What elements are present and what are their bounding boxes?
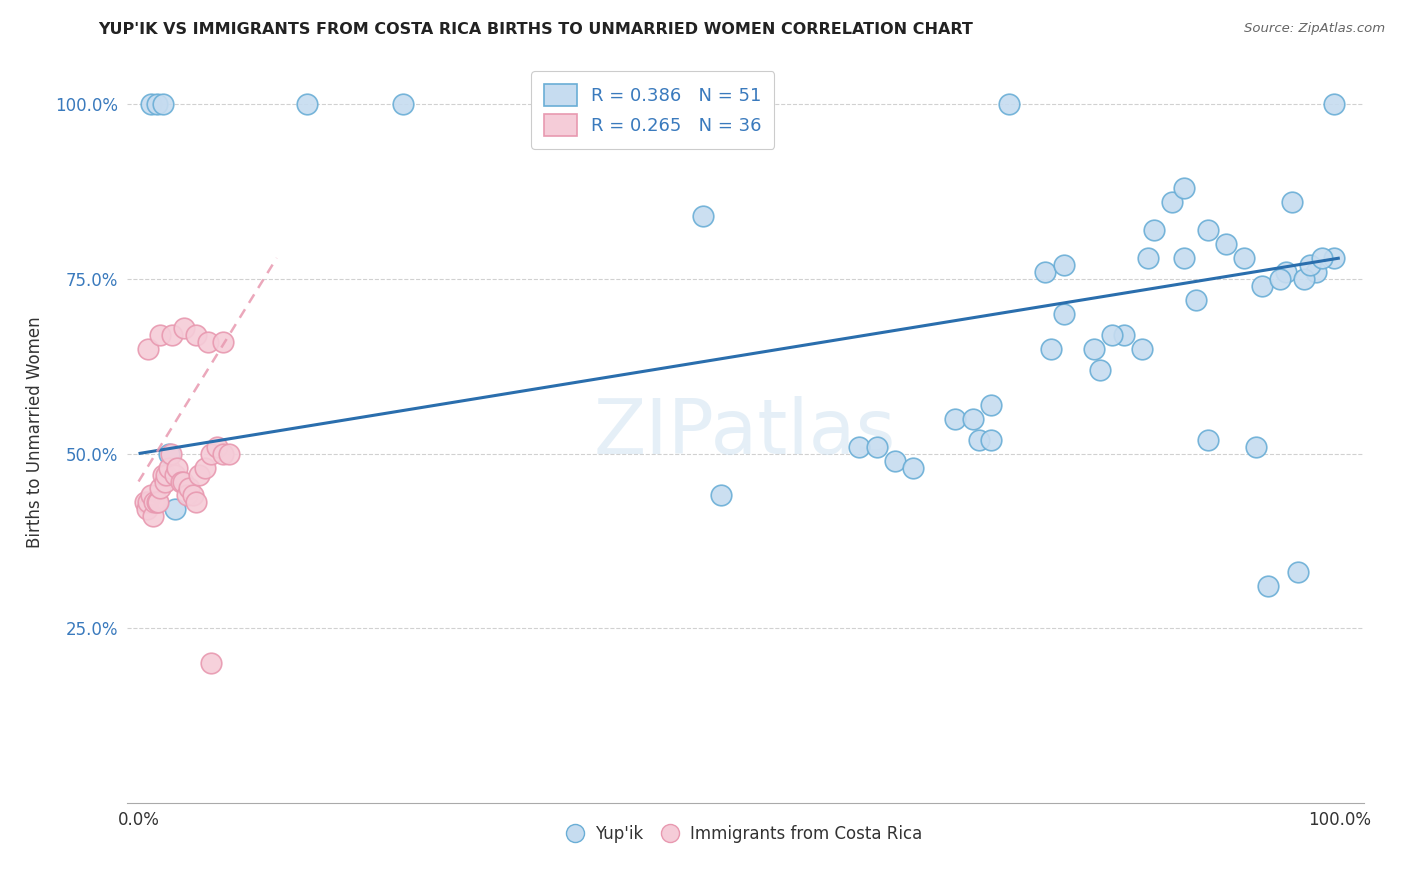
Point [200, 446, 222, 460]
Y-axis label: Births to Unmarried Women: Births to Unmarried Women [27, 317, 44, 549]
Point [166, 460, 188, 475]
Point [1310, 251, 1333, 265]
Point [1101, 327, 1123, 342]
Text: YUP'IK VS IMMIGRANTS FROM COSTA RICA BIRTHS TO UNMARRIED WOMEN CORRELATION CHART: YUP'IK VS IMMIGRANTS FROM COSTA RICA BIR… [98, 22, 973, 37]
Point [211, 334, 233, 349]
Point [1160, 195, 1182, 210]
Point [392, 97, 415, 112]
Point [1052, 307, 1074, 321]
Point [1281, 195, 1303, 210]
Point [176, 488, 198, 502]
Point [177, 482, 200, 496]
Point [218, 446, 240, 460]
Point [980, 433, 1002, 447]
Point [149, 327, 172, 342]
Point [172, 475, 194, 489]
Point [160, 446, 183, 460]
Point [1250, 279, 1272, 293]
Point [1323, 97, 1346, 112]
Point [155, 467, 177, 482]
Point [1112, 327, 1135, 342]
Point [998, 97, 1021, 112]
Point [1244, 440, 1267, 454]
Point [1292, 272, 1315, 286]
Point [1274, 265, 1296, 279]
Point [1215, 237, 1237, 252]
Point [200, 656, 222, 670]
Point [884, 453, 907, 467]
Point [186, 327, 208, 342]
Point [1173, 251, 1195, 265]
Point [1040, 342, 1063, 356]
Point [205, 440, 228, 454]
Point [197, 334, 219, 349]
Point [1323, 251, 1346, 265]
Point [1197, 433, 1219, 447]
Point [848, 440, 870, 454]
Point [1268, 272, 1291, 286]
Point [295, 97, 318, 112]
Text: Source: ZipAtlas.com: Source: ZipAtlas.com [1244, 22, 1385, 36]
Point [163, 467, 186, 482]
Legend: Yup'ik, Immigrants from Costa Rica: Yup'ik, Immigrants from Costa Rica [561, 819, 929, 850]
Point [903, 460, 925, 475]
Point [1088, 363, 1111, 377]
Point [173, 321, 195, 335]
Point [139, 97, 162, 112]
Point [157, 460, 180, 475]
Point [211, 446, 233, 460]
Point [153, 475, 176, 489]
Point [1197, 223, 1219, 237]
Point [163, 502, 186, 516]
Point [1142, 223, 1164, 237]
Point [969, 433, 991, 447]
Point [692, 209, 714, 223]
Point [980, 398, 1002, 412]
Point [1184, 293, 1206, 307]
Point [146, 495, 169, 509]
Point [1233, 251, 1256, 265]
Point [160, 327, 183, 342]
Point [1286, 566, 1309, 580]
Point [157, 446, 180, 460]
Point [1257, 579, 1279, 593]
Point [181, 488, 204, 502]
Point [152, 97, 174, 112]
Point [145, 495, 167, 509]
Point [1035, 265, 1057, 279]
Point [962, 411, 984, 425]
Point [186, 495, 208, 509]
Point [710, 488, 733, 502]
Point [145, 97, 167, 112]
Point [1305, 265, 1327, 279]
Point [866, 440, 889, 454]
Point [136, 342, 159, 356]
Point [945, 411, 967, 425]
Text: ZIPatlas: ZIPatlas [593, 396, 897, 469]
Point [143, 495, 166, 509]
Point [1173, 181, 1195, 195]
Point [1136, 251, 1159, 265]
Point [142, 509, 165, 524]
Point [1299, 258, 1322, 272]
Point [149, 482, 172, 496]
Point [1052, 258, 1074, 272]
Point [169, 475, 191, 489]
Point [194, 460, 217, 475]
Point [187, 467, 209, 482]
Point [134, 495, 156, 509]
Point [139, 488, 162, 502]
Point [136, 502, 159, 516]
Point [1083, 342, 1105, 356]
Point [1130, 342, 1153, 356]
Point [152, 467, 174, 482]
Point [136, 495, 159, 509]
